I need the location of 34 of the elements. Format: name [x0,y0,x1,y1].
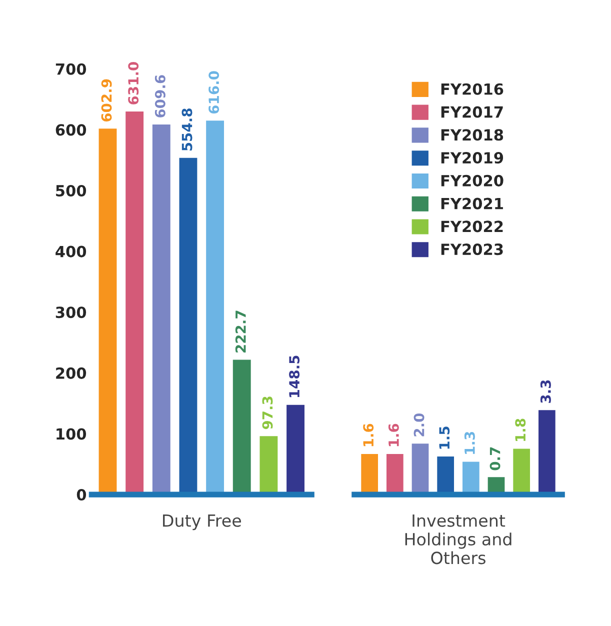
data-label: 1.5 [439,426,450,449]
y-tick-label: 300 [56,306,86,318]
y-tick-label: 700 [56,63,86,75]
y-tick-label: 400 [56,246,86,258]
data-label: 3.3 [540,380,551,403]
y-tick-label: 0 [76,489,86,501]
data-label: 148.5 [289,356,300,398]
legend-label: FY2020 [441,174,504,186]
x-axis-title: Investment Holdings and Others [405,514,512,564]
data-label: 609.6 [154,75,166,118]
y-tick-label: 200 [56,367,86,379]
data-label: 554.8 [182,108,192,151]
data-label: 0.7 [490,447,500,470]
data-label: 97.3 [262,396,273,430]
y-tick-label: 600 [56,124,86,136]
data-label: 602.9 [101,79,112,122]
legend-label: FY2022 [441,220,503,232]
data-label: 631.0 [128,62,139,104]
y-tick-label: 500 [56,184,86,197]
data-label: 1.8 [515,418,526,441]
data-label: 1.3 [464,432,475,454]
data-label: 616.0 [208,71,220,114]
data-label: 1.6 [388,424,399,446]
y-tick-label: 100 [56,428,86,440]
legend-label: FY2017 [441,106,503,118]
data-label: 2.0 [414,413,424,436]
legend-label: FY2016 [441,83,504,95]
x-axis-title: Duty Free [163,514,241,530]
legend-label: FY2018 [441,129,504,141]
data-label: 222.7 [235,310,246,352]
legend-label: FY2021 [441,198,503,210]
data-label: 1.6 [363,424,374,446]
legend-label: FY2023 [441,244,503,256]
legend-label: FY2019 [441,152,504,164]
